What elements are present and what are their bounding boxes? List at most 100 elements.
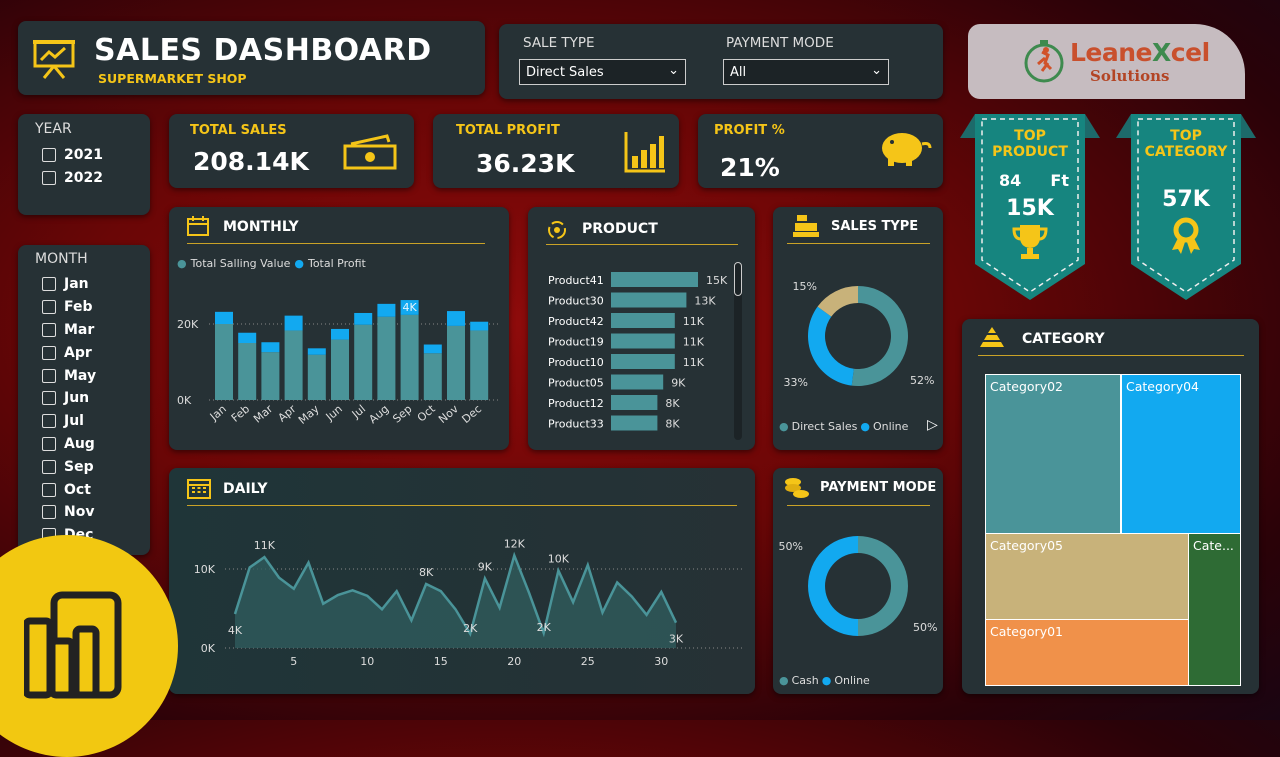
data-label: 8K xyxy=(419,566,434,579)
checkbox[interactable] xyxy=(42,345,56,360)
x-tick-label: Aug xyxy=(367,402,392,426)
checkbox[interactable] xyxy=(42,391,56,406)
piggy-bank-icon xyxy=(882,133,932,166)
scrollbar-thumb[interactable] xyxy=(734,262,742,296)
data-label: 4K xyxy=(402,301,417,314)
kpi-value: 36.23K xyxy=(476,149,575,178)
top-product-title: PRODUCT xyxy=(992,144,1068,160)
trophy-icon xyxy=(1012,225,1048,259)
data-label: 10K xyxy=(548,553,570,566)
data-label: 2K xyxy=(463,622,478,635)
y-tick-label: 0K xyxy=(177,394,192,407)
slicer-item-feb[interactable]: Feb xyxy=(42,296,96,319)
payment-mode-chart: 50% 50% xyxy=(779,536,937,636)
kpi-total-sales: TOTAL SALES 208.14K xyxy=(169,114,414,188)
bar-profit-Feb xyxy=(238,332,257,343)
checkbox[interactable] xyxy=(42,322,56,337)
slicer-item-oct[interactable]: Oct xyxy=(42,478,96,501)
kpi-total-profit: TOTAL PROFIT 36.23K xyxy=(433,114,679,188)
award-icon xyxy=(1172,217,1200,254)
divider xyxy=(978,355,1244,356)
slice-online xyxy=(808,536,858,636)
bar-profit-Jun xyxy=(331,328,349,340)
slice-label: 52% xyxy=(910,374,934,387)
calendar-icon xyxy=(187,216,209,236)
legend-next-arrow[interactable]: ▷ xyxy=(927,417,938,433)
slicer-item-label: 2021 xyxy=(64,147,103,164)
treemap-tile[interactable]: Category01 xyxy=(985,619,1189,686)
powerbi-logo xyxy=(0,535,178,757)
bar-profit-May xyxy=(307,348,326,355)
top-category-title: TOP xyxy=(1170,128,1202,144)
legend-item: Online xyxy=(872,420,909,433)
checkbox[interactable] xyxy=(42,277,56,292)
payment-mode-dropdown[interactable]: All ⌄ xyxy=(723,59,889,85)
treemap-tile[interactable]: Category02 xyxy=(985,374,1121,534)
bar-profit-Sep xyxy=(400,300,419,315)
data-label: 15K xyxy=(706,274,728,287)
slicer-item-nov[interactable]: Nov xyxy=(42,501,96,524)
checkbox[interactable] xyxy=(42,459,56,474)
pyramid-icon xyxy=(980,327,1004,347)
slicer-item-label: Nov xyxy=(64,504,95,521)
x-tick-label: 20 xyxy=(507,655,521,668)
legend-item: Cash xyxy=(791,674,819,687)
slicer-item-mar[interactable]: Mar xyxy=(42,319,96,342)
x-tick-label: Jul xyxy=(349,402,368,421)
category-label: Product42 xyxy=(548,315,604,328)
tile-label: Category04 xyxy=(1126,379,1200,394)
bar-Product41 xyxy=(611,272,698,287)
month-slicer: MONTH JanFebMarAprMayJunJulAugSepOctNovD… xyxy=(18,245,150,555)
chevron-down-icon: ⌄ xyxy=(668,63,679,78)
slicer-item-jun[interactable]: Jun xyxy=(42,387,96,410)
top-product-title: TOP xyxy=(1014,128,1046,144)
treemap-tile[interactable]: Category04 xyxy=(1121,374,1241,534)
category-label: Product41 xyxy=(548,274,604,287)
tile-label: Category01 xyxy=(990,624,1064,639)
data-label: 11K xyxy=(254,539,276,552)
checkbox[interactable] xyxy=(42,414,56,429)
checkbox[interactable] xyxy=(42,436,56,451)
checkbox[interactable] xyxy=(42,171,56,186)
checkbox[interactable] xyxy=(42,505,56,520)
sales-type-chart: 52% 33% 15% xyxy=(784,280,935,389)
sales-type-legend: ● Direct Sales ● Online xyxy=(779,420,909,433)
slicer-item-aug[interactable]: Aug xyxy=(42,433,96,456)
year-slicer-title: YEAR xyxy=(35,121,72,137)
treemap-tile[interactable]: Category05 xyxy=(985,533,1189,620)
checkbox[interactable] xyxy=(42,148,56,163)
scrollbar[interactable] xyxy=(734,262,742,440)
checkbox[interactable] xyxy=(42,482,56,497)
bar-profit-Apr xyxy=(284,315,303,331)
bar-sales-Oct xyxy=(423,353,442,400)
slicer-item-2022[interactable]: 2022 xyxy=(42,167,103,190)
bar-sales-Jun xyxy=(331,339,349,400)
x-tick-label: Oct xyxy=(415,402,438,425)
sale-type-dropdown[interactable]: Direct Sales ⌄ xyxy=(519,59,686,85)
kpi-profit-percent: PROFIT % 21% xyxy=(698,114,943,188)
product-title: PRODUCT xyxy=(582,221,658,237)
checkbox[interactable] xyxy=(42,368,56,383)
bar-sales-Dec xyxy=(470,330,489,400)
slice-other xyxy=(817,286,858,317)
slicer-item-jan[interactable]: Jan xyxy=(42,273,96,296)
slicer-item-label: Sep xyxy=(64,458,94,475)
product-panel: PRODUCT Product41 15K Product30 13K Product4… xyxy=(528,207,755,450)
x-tick-label: Apr xyxy=(276,402,299,424)
powerbi-icon xyxy=(24,591,122,699)
bar-sales-Sep xyxy=(400,314,419,400)
slicer-item-label: Jun xyxy=(64,390,90,407)
data-label: 8K xyxy=(665,418,680,431)
slice-label: 50% xyxy=(779,540,803,553)
slicer-item-sep[interactable]: Sep xyxy=(42,455,96,478)
bar-Product19 xyxy=(611,333,675,349)
month-slicer-title: MONTH xyxy=(35,251,88,267)
slicer-item-2021[interactable]: 2021 xyxy=(42,144,103,167)
slicer-item-apr[interactable]: Apr xyxy=(42,341,96,364)
slicer-item-jul[interactable]: Jul xyxy=(42,410,96,433)
slicer-item-may[interactable]: May xyxy=(42,364,96,387)
payment-mode-value: All xyxy=(730,65,747,80)
treemap-tile[interactable]: Cate... xyxy=(1188,533,1241,686)
checkbox[interactable] xyxy=(42,300,56,315)
bar-Product33 xyxy=(611,415,658,431)
